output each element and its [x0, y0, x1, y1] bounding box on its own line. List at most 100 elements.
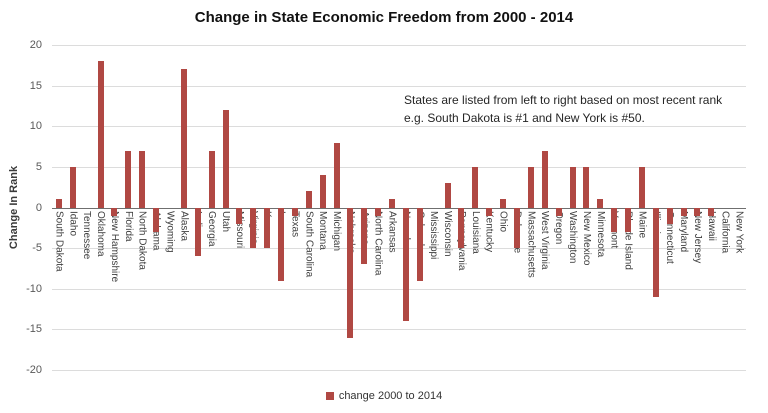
gridline — [52, 126, 746, 128]
bar-kansas — [264, 207, 271, 249]
bar-virginia — [250, 207, 257, 249]
x-axis-label: New York — [733, 210, 745, 253]
x-axis-label: South Carolina — [303, 210, 315, 277]
x-axis-label: Alaska — [178, 210, 190, 241]
legend: change 2000 to 2014 — [0, 390, 768, 402]
x-axis-label: Oregon — [553, 210, 565, 244]
gridline — [52, 85, 746, 87]
x-axis-label: North Dakota — [136, 210, 148, 270]
x-axis-label: California — [719, 210, 731, 253]
x-axis-label: Maine — [636, 210, 648, 238]
y-tick-label: -15 — [26, 323, 42, 336]
x-axis-label: Michigan — [331, 210, 343, 251]
x-axis-label: Ohio — [497, 210, 509, 232]
x-axis-label: Maryland — [678, 210, 690, 252]
bar-iowa — [278, 207, 285, 281]
bar-ohio — [500, 199, 507, 208]
x-axis-line — [52, 207, 746, 209]
x-axis-label: North Carolina — [372, 210, 384, 275]
x-axis-label: Wyoming — [164, 210, 176, 253]
bar-rhode-island — [625, 207, 632, 232]
bar-pennsylvania — [458, 207, 465, 249]
x-axis-label: South Dakota — [53, 210, 65, 272]
x-axis-label: Arkansas — [386, 210, 398, 253]
bar-delaware — [513, 207, 520, 249]
x-axis-label: West Virginia — [539, 210, 551, 270]
bar-texas — [291, 207, 298, 216]
gridline — [52, 329, 746, 331]
bar-maryland — [680, 207, 687, 216]
bar-new-hampshire — [111, 207, 118, 216]
x-axis-label: New Jersey — [691, 210, 703, 263]
gridline — [52, 45, 746, 46]
x-axis-label: Mississippi — [428, 210, 440, 259]
gridline — [52, 288, 746, 290]
x-axis-label: Georgia — [206, 210, 218, 247]
annotation: States are listed from left to right bas… — [404, 91, 749, 127]
bar-massachusetts — [527, 166, 534, 208]
bar-alaska — [180, 69, 187, 208]
x-axis-label: Utah — [220, 210, 231, 232]
bar-nebraska — [347, 207, 354, 338]
bar-minnesota — [597, 199, 604, 208]
bar-idaho — [69, 166, 76, 208]
annotation-line-1: States are listed from left to right bas… — [404, 93, 723, 107]
x-axis-label: Hawaii — [705, 210, 717, 241]
y-tick-label: -10 — [26, 282, 42, 295]
x-axis-label: Minnesota — [594, 210, 606, 257]
bar-hawaii — [708, 207, 715, 216]
x-axis-label: Idaho — [67, 210, 79, 236]
bar-new-mexico — [583, 166, 590, 208]
x-axis-label: New Mexico — [580, 210, 592, 265]
bar-washington — [569, 166, 576, 208]
y-tick-label: 20 — [29, 39, 42, 51]
x-axis-label: Montana — [317, 210, 329, 250]
bar-colorado — [416, 207, 423, 281]
legend-swatch — [325, 392, 334, 400]
y-tick-label: 5 — [35, 160, 42, 173]
y-tick-label: 15 — [29, 79, 42, 92]
y-tick-label: -5 — [32, 242, 42, 255]
bar-maine — [638, 166, 645, 208]
x-axis-label: Rhode Island — [622, 210, 634, 270]
x-axis-label: Oklahoma — [95, 210, 107, 257]
bar-illinois — [652, 207, 659, 297]
bar-vermont — [611, 207, 618, 232]
bar-florida — [125, 150, 132, 208]
x-axis-label: Texas — [289, 210, 301, 237]
bar-utah — [222, 110, 229, 208]
bar-kentucky — [486, 207, 493, 216]
bar-south-carolina — [305, 191, 312, 208]
x-axis-label: Kentucky — [483, 210, 495, 252]
bar-nevada — [402, 207, 409, 322]
y-axis: 20 15 10 5 0 -5 -10 -15 -20 — [0, 39, 47, 376]
bar-north-dakota — [139, 150, 146, 208]
bar-michigan — [333, 142, 340, 208]
bar-montana — [319, 175, 326, 208]
bar-south-dakota — [55, 199, 62, 208]
bar-wisconsin — [444, 183, 451, 208]
bar-oklahoma — [97, 61, 104, 208]
bar-arkansas — [389, 199, 396, 208]
bar-new-jersey — [694, 207, 701, 216]
chart-title: Change in State Economic Freedom from 20… — [194, 9, 574, 26]
bar-connecticut — [666, 207, 673, 224]
gridline — [52, 370, 746, 371]
x-axis-label: Tennessee — [81, 210, 93, 259]
gridline — [52, 166, 746, 168]
bar-west-virginia — [541, 150, 548, 208]
bar-arizona — [361, 207, 368, 265]
plot-area: States are listed from left to right bas… — [52, 45, 749, 371]
x-axis-label: New Hampshire — [108, 210, 120, 282]
annotation-line-2: e.g. South Dakota is #1 and New York is … — [404, 111, 645, 125]
y-tick-label: -20 — [26, 364, 42, 376]
y-tick-label: 10 — [29, 120, 42, 133]
x-axis-label: Missouri — [233, 210, 245, 248]
bar-georgia — [208, 150, 215, 208]
bar-louisiana — [472, 166, 479, 208]
bar-north-carolina — [375, 207, 382, 216]
x-axis-label: Washington — [567, 210, 578, 263]
legend-label: change 2000 to 2014 — [338, 390, 443, 402]
y-tick-label: 0 — [35, 201, 42, 214]
